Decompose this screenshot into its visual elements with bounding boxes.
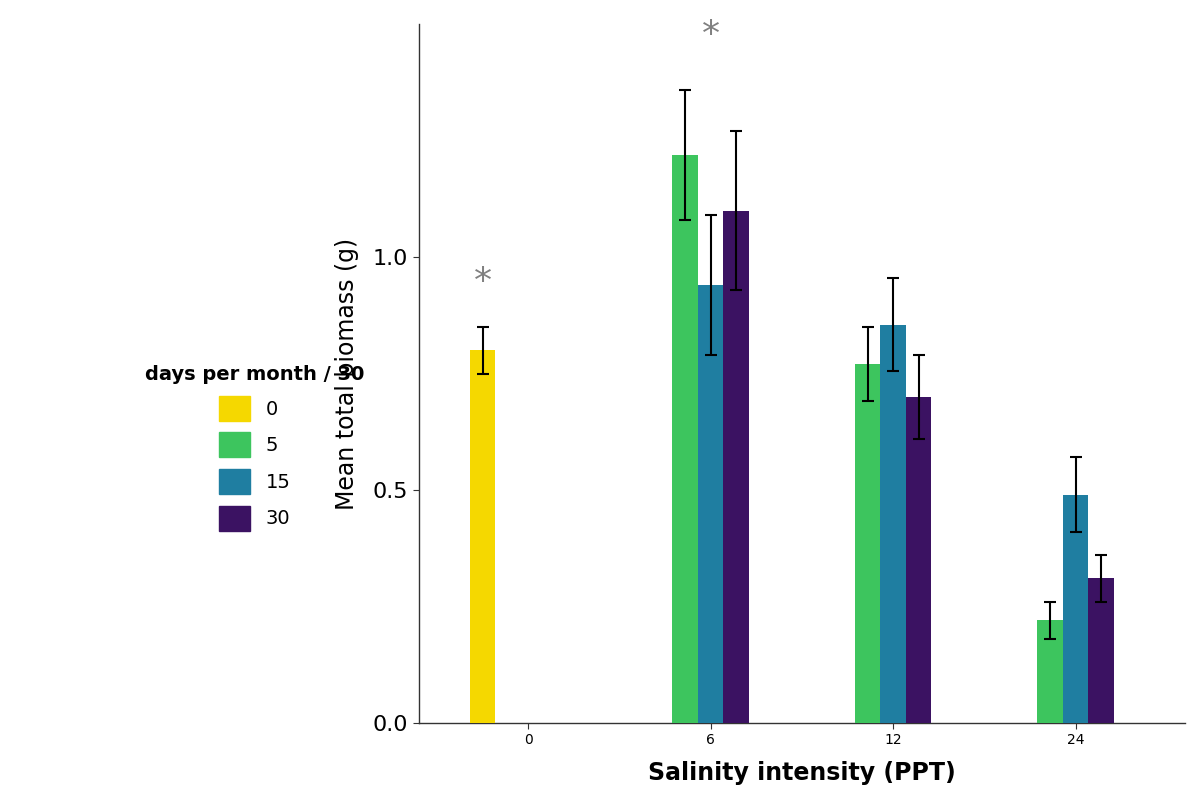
Text: *: *: [474, 265, 492, 299]
Y-axis label: Mean total biomass (g): Mean total biomass (g): [335, 238, 359, 510]
Bar: [469, 350, 496, 722]
Bar: [698, 285, 724, 722]
X-axis label: Salinity intensity (PPT): Salinity intensity (PPT): [648, 761, 955, 785]
Bar: [881, 325, 906, 722]
Bar: [1037, 620, 1063, 722]
Bar: [854, 364, 881, 722]
Legend: 0, 5, 15, 30: 0, 5, 15, 30: [137, 358, 372, 538]
Bar: [1063, 494, 1088, 722]
Bar: [724, 210, 749, 722]
Bar: [906, 397, 931, 722]
Bar: [1088, 578, 1114, 722]
Text: *: *: [702, 18, 720, 52]
Bar: [672, 154, 698, 722]
